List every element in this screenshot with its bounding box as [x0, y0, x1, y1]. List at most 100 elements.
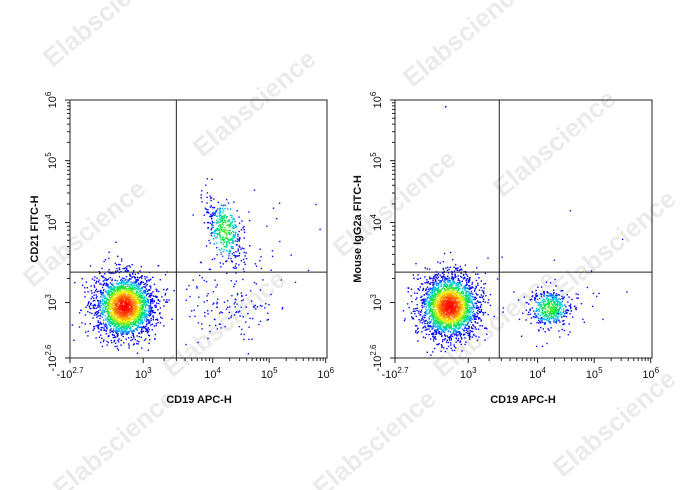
event-dot	[410, 312, 413, 314]
event-dot	[460, 322, 462, 324]
event-dot	[454, 282, 456, 284]
event-dot	[132, 332, 134, 335]
event-dot	[440, 317, 442, 320]
event-dot	[100, 334, 102, 336]
event-dot	[438, 305, 440, 307]
event-dot	[259, 289, 262, 291]
event-dot	[431, 287, 433, 290]
event-dot	[435, 276, 437, 279]
event-dot	[103, 339, 105, 341]
event-dot	[95, 307, 97, 309]
event-dot	[237, 235, 239, 237]
y-axis-label: CD21 FITC-H	[29, 195, 41, 262]
event-dot	[272, 207, 275, 209]
event-dot	[209, 242, 211, 244]
event-dot	[105, 291, 108, 293]
event-dot	[463, 313, 466, 315]
event-dot	[231, 260, 233, 262]
event-dot	[462, 274, 465, 276]
event-dot	[437, 318, 439, 321]
event-dot	[138, 293, 140, 296]
event-dot	[116, 331, 118, 333]
event-dot	[452, 293, 455, 295]
event-dot	[460, 333, 463, 335]
event-dot	[423, 321, 425, 323]
event-dot	[435, 273, 438, 276]
event-dot	[453, 334, 456, 336]
event-dot	[241, 295, 243, 297]
event-dot	[109, 290, 111, 293]
event-dot	[415, 325, 417, 327]
event-dot	[421, 322, 423, 324]
event-dot	[411, 316, 413, 318]
event-dot	[116, 304, 118, 306]
event-dot	[464, 287, 466, 289]
event-dot	[427, 291, 429, 293]
event-dot	[233, 252, 235, 254]
event-dot	[474, 298, 477, 301]
event-dot	[439, 292, 441, 295]
event-dot	[224, 228, 226, 230]
event-dot	[454, 291, 457, 294]
event-dot	[459, 323, 461, 326]
event-dot	[124, 331, 126, 333]
event-dot	[131, 284, 133, 287]
event-dot	[116, 283, 118, 285]
event-dot	[229, 219, 231, 221]
event-dot	[130, 336, 132, 339]
event-dot	[424, 337, 426, 339]
event-dot	[130, 287, 132, 289]
event-dot	[468, 296, 470, 299]
event-dot	[201, 277, 203, 279]
event-dot	[433, 325, 435, 328]
event-dot	[427, 324, 430, 327]
event-dot	[434, 324, 436, 327]
event-dot	[121, 310, 123, 313]
event-dot	[407, 291, 409, 293]
event-dot	[165, 289, 168, 291]
event-dot	[135, 304, 137, 306]
event-dot	[432, 332, 434, 334]
event-dot	[416, 297, 418, 299]
event-dot	[206, 202, 208, 204]
event-dot	[97, 306, 99, 308]
event-dot	[436, 274, 439, 277]
event-dot	[113, 287, 115, 289]
event-dot	[438, 296, 441, 299]
event-dot	[460, 307, 462, 309]
event-dot	[98, 306, 101, 308]
event-dot	[462, 278, 465, 280]
event-dot	[441, 292, 443, 294]
event-dot	[157, 302, 160, 305]
event-dot	[433, 277, 435, 279]
event-dot	[251, 338, 253, 340]
event-dot	[247, 312, 249, 315]
event-dot	[231, 222, 233, 224]
event-dot	[210, 197, 213, 199]
event-dot	[451, 296, 453, 298]
event-dot	[131, 283, 133, 285]
event-dot	[100, 290, 102, 292]
event-dot	[118, 268, 121, 271]
event-dot	[434, 331, 436, 333]
event-dot	[95, 294, 97, 296]
event-dot	[235, 280, 238, 282]
event-dot	[210, 216, 213, 218]
event-dot	[128, 343, 130, 345]
event-dot	[125, 327, 127, 329]
event-dot	[464, 333, 466, 336]
event-dot	[465, 341, 467, 343]
event-dot	[131, 308, 133, 311]
event-dot	[226, 238, 229, 240]
event-dot	[235, 251, 237, 253]
event-dot	[457, 334, 459, 336]
event-dot	[111, 314, 114, 317]
event-dot	[439, 326, 441, 329]
event-dot	[149, 321, 151, 323]
event-dot	[435, 329, 437, 331]
event-dot	[466, 277, 468, 280]
event-dot	[253, 189, 256, 191]
event-dot	[455, 276, 457, 278]
event-dot	[213, 221, 215, 224]
event-dot	[466, 311, 468, 314]
